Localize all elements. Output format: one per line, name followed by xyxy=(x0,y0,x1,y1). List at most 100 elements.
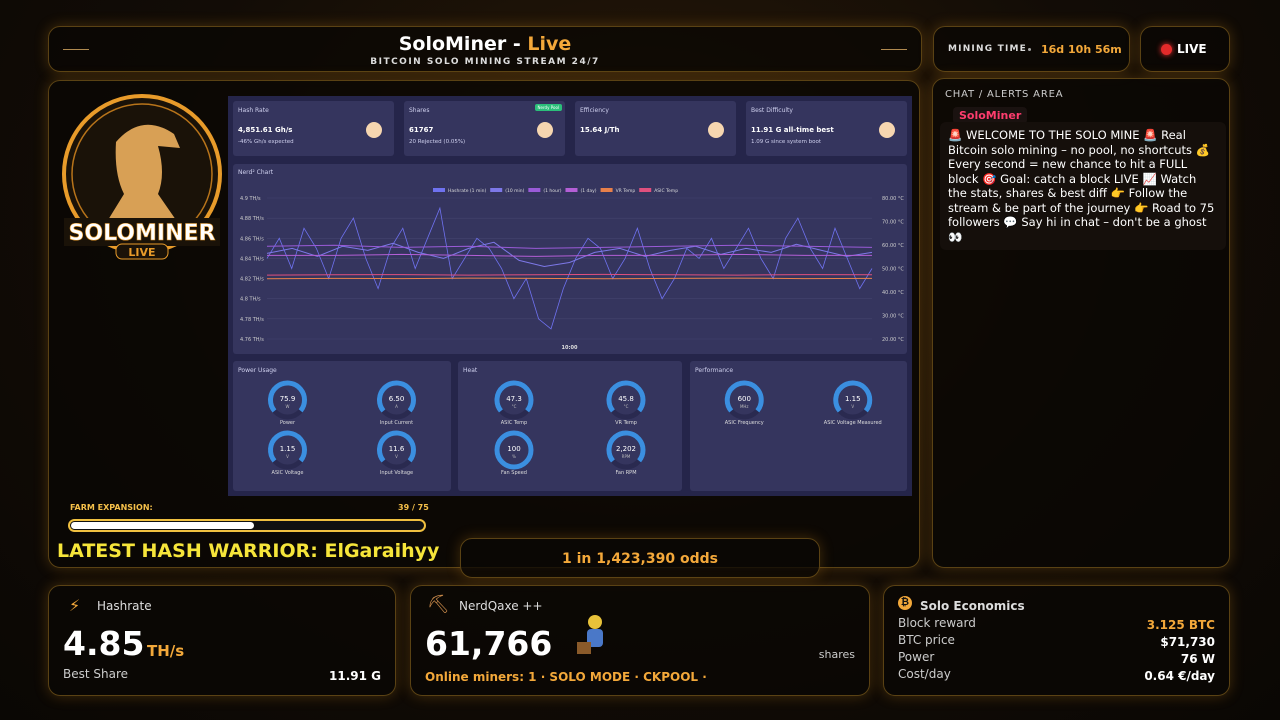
series-line xyxy=(267,253,872,257)
gauge-value: 6.50 xyxy=(389,395,405,403)
y2-tick-label: 70.00 °C xyxy=(882,220,904,226)
legend-label: (1 day) xyxy=(580,188,596,194)
best-share-label: Best Share xyxy=(63,667,129,681)
header-panel: SoloMiner - Live BITCOIN SOLO MINING STR… xyxy=(48,26,922,72)
y-tick-label: 4.86 TH/s xyxy=(240,236,264,242)
stat-icon xyxy=(879,122,895,138)
farm-bar xyxy=(68,519,426,532)
btc-icon: ₿ xyxy=(898,596,912,610)
hashrate-unit: TH/s xyxy=(147,642,185,660)
gauge-unit: °C xyxy=(624,404,629,409)
gauge-label: ASIC Voltage Measured xyxy=(824,420,882,426)
gauge-arc xyxy=(606,380,646,420)
stat-title: Shares xyxy=(409,107,430,114)
legend-label: ASIC Temp xyxy=(654,188,678,194)
legend-label: Hashrate (1 min) xyxy=(448,188,486,194)
econ-label: Cost/day xyxy=(898,667,951,681)
legend-swatch xyxy=(565,188,578,192)
latest-warrior: LATEST HASH WARRIOR: ElGaraihyy xyxy=(57,540,440,562)
stat-badge: Nerdy Pool xyxy=(534,104,562,111)
stat-title: Efficiency xyxy=(580,107,609,114)
gauge-arc xyxy=(494,430,534,470)
best-share: 11.91 G xyxy=(329,669,381,683)
legend-label: VR Temp xyxy=(616,188,636,194)
shares-value: 61,766 xyxy=(425,624,553,663)
farm-current: 39 xyxy=(398,503,410,512)
stat-icon xyxy=(708,122,724,138)
bolt-icon: ⚡ xyxy=(69,596,81,615)
y2-tick-label: 30.00 °C xyxy=(882,314,904,320)
stat-card: Best Difficulty 11.91 G all-time best 1.09… xyxy=(746,101,907,156)
pick-icon: ⛏ xyxy=(427,594,450,615)
title-row: SoloMiner - Live xyxy=(49,33,921,55)
gauge-arc xyxy=(377,380,416,420)
gauge-unit: W xyxy=(286,404,290,409)
logo-badge-box xyxy=(115,243,169,260)
farm-count: 39 / 75 xyxy=(398,503,429,512)
y-tick-label: 4.78 TH/s xyxy=(240,317,264,323)
gauge-arc xyxy=(268,380,307,420)
chat-panel: CHAT / ALERTS AREA SoloMiner 🚨 WELCOME T… xyxy=(932,78,1230,568)
miner-icon xyxy=(577,615,603,654)
series-line xyxy=(266,273,873,276)
gauge-label: Input Voltage xyxy=(380,470,413,476)
title: SoloMiner - xyxy=(398,33,521,55)
y2-tick-label: 40.00 °C xyxy=(882,290,904,296)
live-badge: LIVE xyxy=(1177,42,1207,56)
legend-swatch xyxy=(433,188,445,192)
stat-value: 4,851.61 Gh/s xyxy=(238,126,293,134)
stat-detail: 1.09 G since system boot xyxy=(751,139,822,145)
stat-title: Hash Rate xyxy=(238,107,269,114)
y-tick-label: 4.82 TH/s xyxy=(240,277,264,283)
gauge-label: Fan RPM xyxy=(615,470,636,476)
subtitle: BITCOIN SOLO MINING STREAM 24/7 xyxy=(370,57,600,67)
gauge-unit: V xyxy=(395,454,398,459)
farm-bar-fill xyxy=(71,522,255,529)
stat-icon xyxy=(537,122,553,138)
mining-time-value: 16d 10h 56m xyxy=(1041,43,1122,56)
gauge-panel-title: Heat xyxy=(463,367,478,374)
odds: 1 in 1,423,390 odds xyxy=(562,551,718,567)
econ-value: 0.64 €/day xyxy=(1144,669,1215,683)
gauge-value: 2,202 xyxy=(616,445,636,453)
live-panel: LIVE xyxy=(1140,26,1230,72)
series-line xyxy=(266,277,873,280)
series-line xyxy=(266,244,873,249)
hashrate-card: ⚡ Hashrate 4.85 TH/s Best Share 11.91 G xyxy=(48,585,396,696)
chart-panel: Nerd² Chart xyxy=(233,164,907,354)
gauge-unit: V xyxy=(851,404,854,409)
gauge-value: 100 xyxy=(507,445,520,453)
farm-label: FARM EXPANSION: xyxy=(70,503,153,512)
gauge-arc xyxy=(494,380,534,420)
farm-sep: / xyxy=(411,503,415,512)
hashrate-value: 4.85 xyxy=(63,624,145,663)
gauge-arc xyxy=(377,430,416,470)
y-tick-label: 4.76 TH/s xyxy=(240,337,264,343)
econ-label: Block reward xyxy=(898,616,976,630)
gauge-unit: °C xyxy=(512,404,517,409)
stat-card: Efficiency 15.64 J/Th xyxy=(575,101,736,156)
gauge-arc xyxy=(724,380,764,420)
series-line xyxy=(266,206,873,330)
gauge-arc xyxy=(833,380,873,420)
stat-value: 61767 xyxy=(409,126,434,134)
y-tick-label: 4.84 TH/s xyxy=(240,256,264,262)
y2-tick-label: 60.00 °C xyxy=(882,243,904,249)
gauge-label: ASIC Voltage xyxy=(272,470,304,476)
gauge-label: Power xyxy=(280,420,296,426)
legend-swatch xyxy=(490,188,503,192)
gauge-value: 1.15 xyxy=(845,395,861,403)
economics-title: Solo Economics xyxy=(920,599,1025,613)
econ-value: 3.125 BTC xyxy=(1146,618,1215,632)
gauge-value: 11.6 xyxy=(389,445,405,453)
gauge-unit: % xyxy=(512,454,516,459)
gauge-value: 45.8 xyxy=(618,395,634,403)
gauge-arc xyxy=(606,430,646,470)
gauge-label: Input Current xyxy=(380,420,413,426)
odds-pill: 1 in 1,423,390 odds xyxy=(460,538,820,578)
chat-message: 🚨 WELCOME TO THE SOLO MINE 🚨 Real Bitcoi… xyxy=(940,122,1226,250)
legend-swatch xyxy=(528,188,541,192)
gauge-value: 75.9 xyxy=(280,395,296,403)
